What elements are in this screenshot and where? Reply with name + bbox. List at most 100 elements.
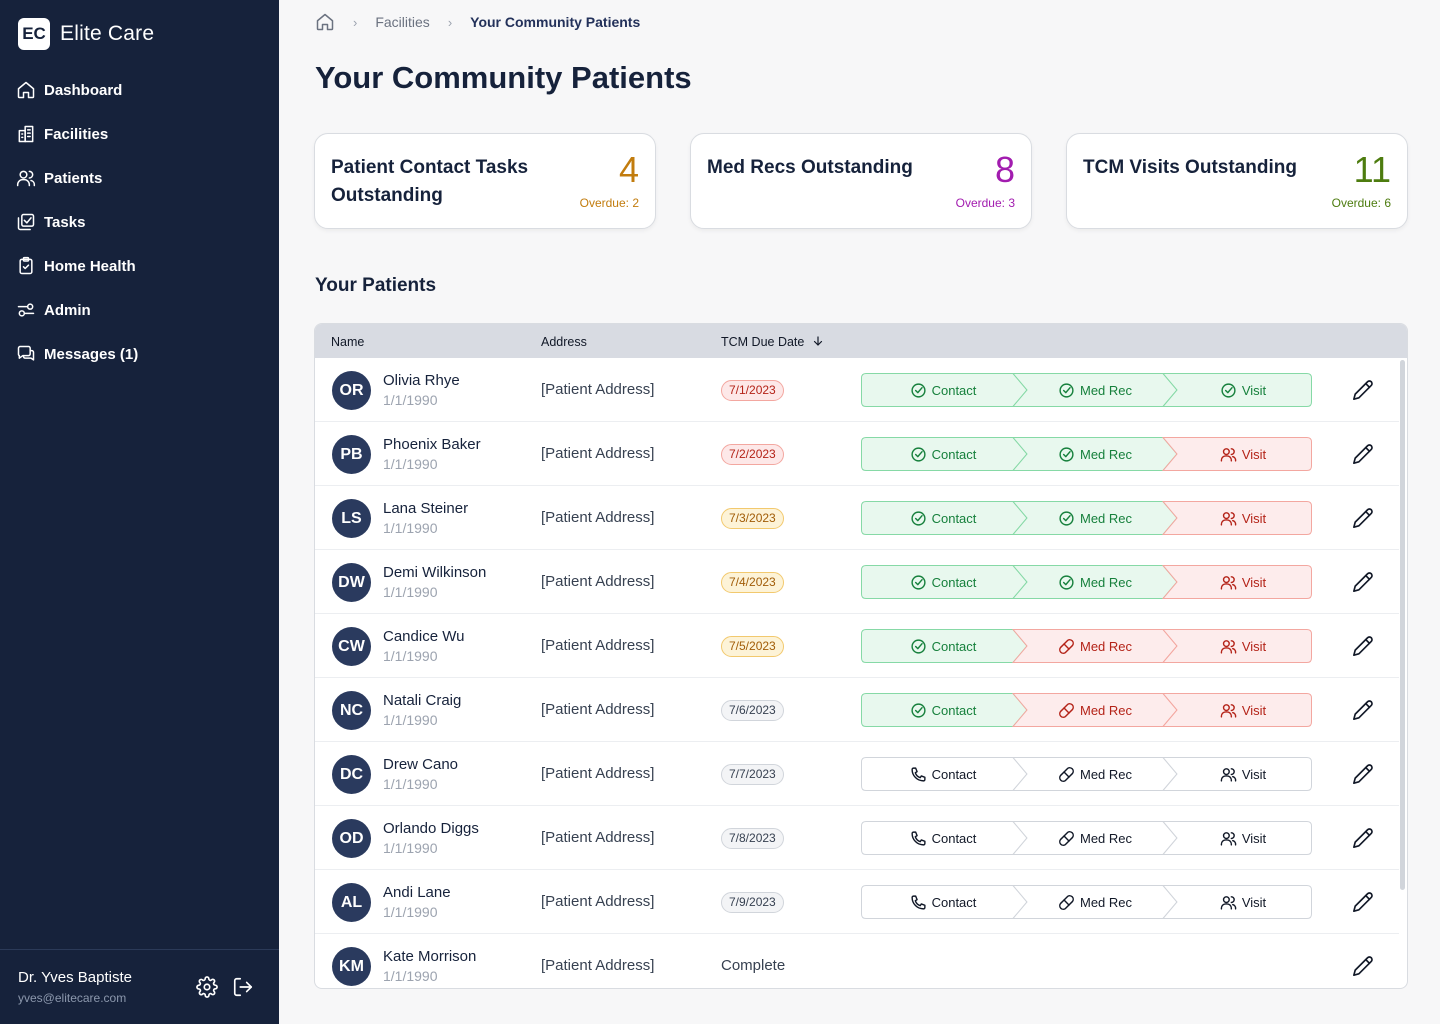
- step-medrec[interactable]: Med Rec: [1035, 565, 1155, 599]
- step-contact[interactable]: Contact: [883, 501, 1003, 535]
- patient-name[interactable]: Candice Wu: [383, 628, 465, 645]
- table-row[interactable]: DW Demi Wilkinson 1/1/1990 [Patient Addr…: [315, 550, 1399, 614]
- step-medrec[interactable]: Med Rec: [1035, 757, 1155, 791]
- step-contact[interactable]: Contact: [883, 629, 1003, 663]
- step-medrec[interactable]: Med Rec: [1035, 885, 1155, 919]
- breadcrumb-facilities[interactable]: Facilities: [375, 14, 430, 30]
- brand[interactable]: EC Elite Care: [18, 18, 154, 50]
- summary-card[interactable]: Med Recs Outstanding 8 Overdue: 3: [690, 133, 1032, 229]
- sidebar-item-messages[interactable]: Messages (1): [16, 332, 266, 376]
- step-visit[interactable]: Visit: [1183, 885, 1303, 919]
- home-icon[interactable]: [315, 12, 335, 32]
- scrollbar[interactable]: [1400, 360, 1405, 890]
- patient-name[interactable]: Phoenix Baker: [383, 436, 481, 453]
- step-visit[interactable]: Visit: [1183, 565, 1303, 599]
- sidebar-item-facilities[interactable]: Facilities: [16, 112, 266, 156]
- step-label: Visit: [1241, 382, 1267, 398]
- step-contact[interactable]: Contact: [883, 885, 1003, 919]
- table-row[interactable]: LS Lana Steiner 1/1/1990 [Patient Addres…: [315, 486, 1399, 550]
- avatar: AL: [332, 883, 371, 922]
- sidebar-item-patients[interactable]: Patients: [16, 156, 266, 200]
- table-row[interactable]: OR Olivia Rhye 1/1/1990 [Patient Address…: [315, 358, 1399, 422]
- step-visit[interactable]: Visit: [1183, 501, 1303, 535]
- table-row[interactable]: OD Orlando Diggs 1/1/1990 [Patient Addre…: [315, 806, 1399, 870]
- step-contact[interactable]: Contact: [883, 437, 1003, 471]
- sidebar-item-tasks[interactable]: Tasks: [16, 200, 266, 244]
- avatar: DC: [332, 755, 371, 794]
- step-label: Contact: [931, 382, 977, 398]
- summary-card[interactable]: Patient Contact Tasks Outstanding 4 Over…: [314, 133, 656, 229]
- sidebar-item-label: Patients: [44, 169, 103, 187]
- patient-name[interactable]: Lana Steiner: [383, 500, 469, 517]
- step-visit[interactable]: Visit: [1183, 821, 1303, 855]
- pencil-icon[interactable]: [1352, 955, 1374, 977]
- step-contact[interactable]: Contact: [883, 565, 1003, 599]
- step-medrec[interactable]: Med Rec: [1035, 373, 1155, 407]
- step-medrec[interactable]: Med Rec: [1035, 629, 1155, 663]
- step-label: Contact: [931, 830, 977, 846]
- task-stepper: Contact Med Rec Visit: [861, 885, 1312, 919]
- table-row[interactable]: PB Phoenix Baker 1/1/1990 [Patient Addre…: [315, 422, 1399, 486]
- step-segment: [861, 693, 1028, 727]
- column-header-due-date[interactable]: TCM Due Date: [721, 335, 824, 349]
- step-visit[interactable]: Visit: [1183, 437, 1303, 471]
- table-row[interactable]: CW Candice Wu 1/1/1990 [Patient Address]…: [315, 614, 1399, 678]
- step-visit[interactable]: Visit: [1183, 629, 1303, 663]
- step-segment: [1161, 373, 1312, 407]
- patient-name[interactable]: Kate Morrison: [383, 948, 477, 965]
- column-header-address[interactable]: Address: [541, 335, 587, 349]
- table-row[interactable]: DC Drew Cano 1/1/1990 [Patient Address] 7…: [315, 742, 1399, 806]
- summary-card[interactable]: TCM Visits Outstanding 11 Overdue: 6: [1066, 133, 1408, 229]
- step-segment: [861, 885, 1028, 919]
- patient-name[interactable]: Andi Lane: [383, 884, 451, 901]
- step-label: Visit: [1241, 894, 1267, 910]
- step-contact[interactable]: Contact: [883, 821, 1003, 855]
- table-row[interactable]: AL Andi Lane 1/1/1990 [Patient Address] 7…: [315, 870, 1399, 934]
- table-row[interactable]: KM Kate Morrison 1/1/1990 [Patient Addre…: [315, 934, 1399, 988]
- step-medrec[interactable]: Med Rec: [1035, 437, 1155, 471]
- step-segment: [1161, 565, 1312, 599]
- pencil-icon[interactable]: [1352, 763, 1374, 785]
- pencil-icon[interactable]: [1352, 635, 1374, 657]
- step-label: Visit: [1241, 702, 1267, 718]
- patient-name[interactable]: Natali Craig: [383, 692, 462, 709]
- messages-icon: [17, 345, 35, 361]
- step-medrec[interactable]: Med Rec: [1035, 821, 1155, 855]
- patient-name[interactable]: Drew Cano: [383, 756, 459, 773]
- pencil-icon[interactable]: [1352, 699, 1374, 721]
- sidebar-item-admin[interactable]: Admin: [16, 288, 266, 332]
- pencil-icon[interactable]: [1352, 891, 1374, 913]
- pencil-icon[interactable]: [1352, 827, 1374, 849]
- step-contact[interactable]: Contact: [883, 373, 1003, 407]
- patient-name[interactable]: Demi Wilkinson: [383, 564, 487, 581]
- user-name: Dr. Yves Baptiste: [18, 969, 132, 986]
- column-header-name[interactable]: Name: [331, 335, 365, 349]
- section-title: Your Patients: [315, 275, 437, 296]
- step-medrec[interactable]: Med Rec: [1035, 501, 1155, 535]
- patient-dob: 1/1/1990: [383, 904, 438, 920]
- step-visit[interactable]: Visit: [1183, 757, 1303, 791]
- patient-name[interactable]: Orlando Diggs: [383, 820, 479, 837]
- patient-dob: 1/1/1990: [383, 392, 438, 408]
- breadcrumb: › Facilities › Your Community Patients: [315, 12, 640, 32]
- task-stepper: Contact Med Rec Visit: [861, 821, 1312, 855]
- table-row[interactable]: NC Natali Craig 1/1/1990 [Patient Addres…: [315, 678, 1399, 742]
- logout-icon[interactable]: [232, 976, 254, 998]
- patient-name[interactable]: Olivia Rhye: [383, 372, 460, 389]
- step-visit[interactable]: Visit: [1183, 693, 1303, 727]
- pencil-icon[interactable]: [1352, 571, 1374, 593]
- pill-icon: [1059, 894, 1074, 910]
- step-label: Med Rec: [1079, 446, 1133, 462]
- step-contact[interactable]: Contact: [883, 757, 1003, 791]
- step-medrec[interactable]: Med Rec: [1035, 693, 1155, 727]
- sidebar-item-home-health[interactable]: Home Health: [16, 244, 266, 288]
- gear-icon[interactable]: [196, 976, 218, 998]
- sidebar-item-dashboard[interactable]: Dashboard: [16, 68, 266, 112]
- due-date-badge: 7/7/2023: [721, 764, 784, 785]
- pencil-icon[interactable]: [1352, 507, 1374, 529]
- step-visit[interactable]: Visit: [1183, 373, 1303, 407]
- pill-icon: [1059, 638, 1074, 654]
- pencil-icon[interactable]: [1352, 379, 1374, 401]
- pencil-icon[interactable]: [1352, 443, 1374, 465]
- step-contact[interactable]: Contact: [883, 693, 1003, 727]
